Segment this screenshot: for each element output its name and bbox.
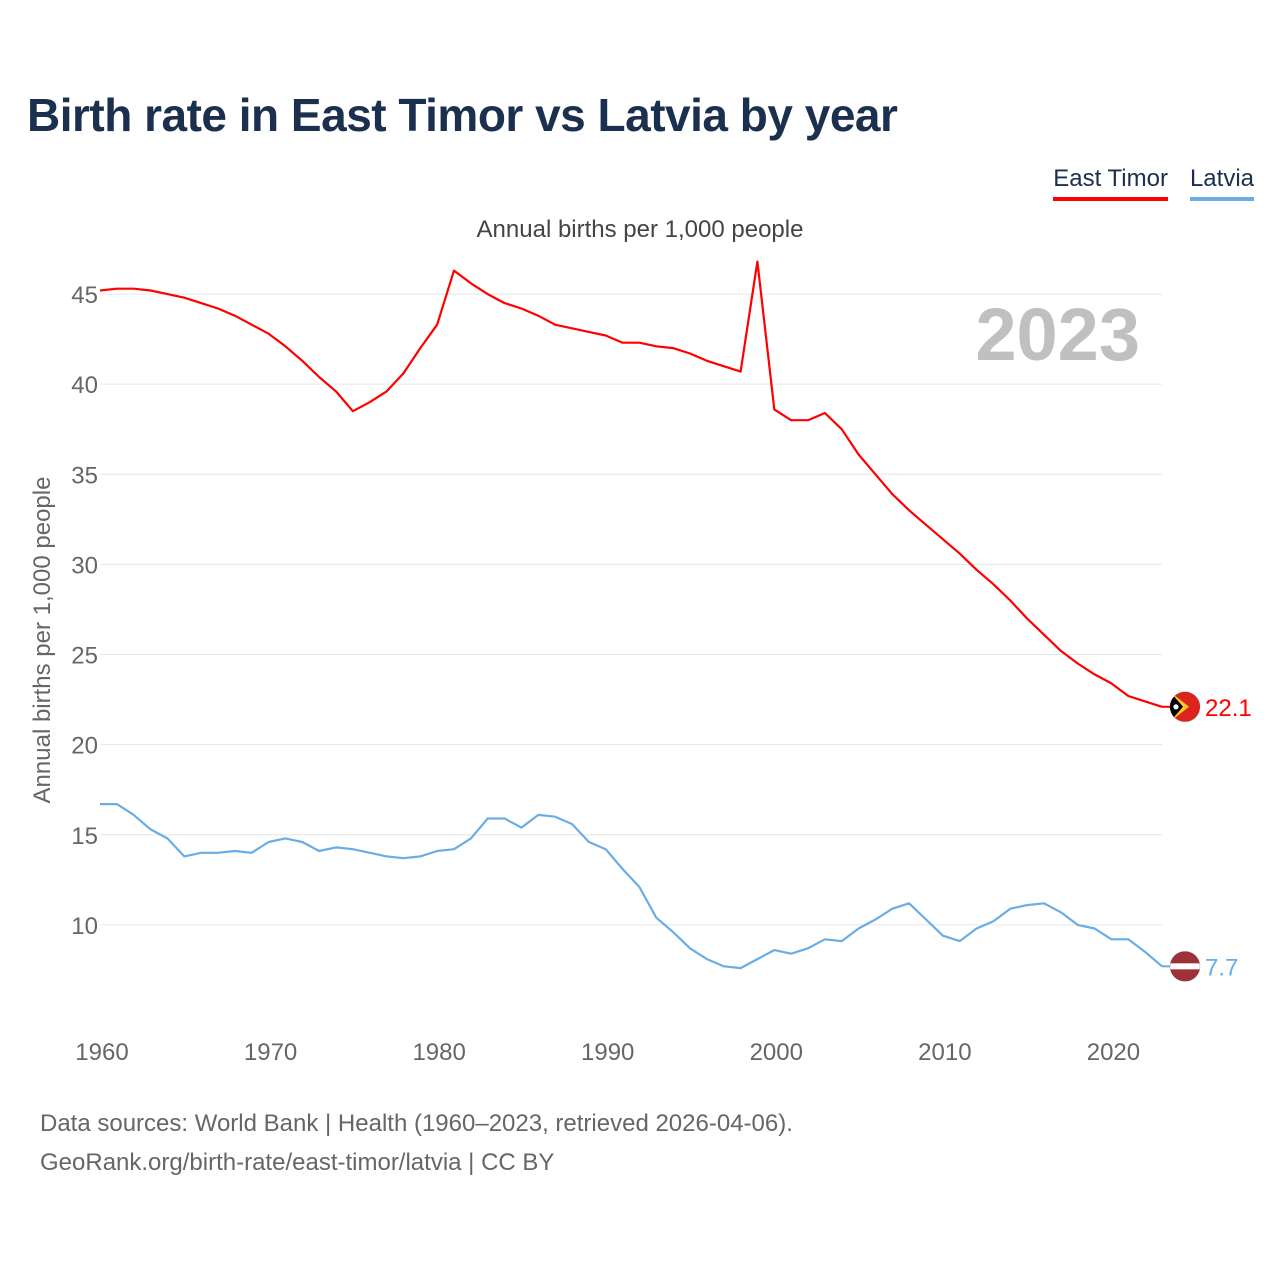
series-line-latvia[interactable] [100,802,1163,970]
flag-icon-latvia [1169,950,1201,982]
y-axis-label: Annual births per 1,000 people [29,477,56,804]
y-tick-labels: 10 15 20 25 30 35 40 45 [71,282,98,940]
y-tick-label: 20 [71,733,98,760]
x-tick-labels: 1960 1970 1980 1990 2000 2010 2020 [75,1039,1140,1066]
footer: Data sources: World Bank | Health (1960–… [40,1104,793,1182]
y-tick-label: 30 [71,552,98,579]
end-value-label-east-timor: 22.1 [1205,695,1252,722]
x-tick-label: 1960 [75,1039,128,1066]
x-tick-label: 1990 [581,1039,634,1066]
footer-sources: Data sources: World Bank | Health (1960–… [40,1110,793,1137]
legend-item-latvia[interactable]: Latvia [1189,164,1254,201]
legend-item-east-timor[interactable]: East Timor [1053,164,1168,201]
end-value-label-latvia: 7.7 [1205,954,1238,981]
chart-title: Birth rate in East Timor vs Latvia by ye… [27,89,898,141]
x-tick-label: 1980 [412,1039,465,1066]
y-tick-label: 35 [71,462,98,489]
series-line-east-timor[interactable] [99,260,1163,708]
legend: East Timor Latvia [1053,164,1254,201]
x-tick-label: 1970 [244,1039,297,1066]
y-tick-label: 40 [71,372,98,399]
x-tick-label: 2020 [1087,1039,1140,1066]
flag-icon-east-timor [1169,691,1201,723]
y-tick-label: 10 [71,913,98,940]
x-tick-label: 2000 [750,1039,803,1066]
y-tick-label: 45 [71,282,98,309]
chart-subtitle: Annual births per 1,000 people [476,216,804,243]
year-watermark: 2023 [975,293,1140,376]
x-tick-label: 2010 [918,1039,971,1066]
y-tick-label: 25 [71,643,98,670]
grid-lines [100,293,1162,926]
y-tick-label: 15 [71,823,98,850]
series-endpoints: 22.1 7.7 [1162,691,1252,982]
series-lines [99,260,1163,970]
footer-attribution[interactable]: GeoRank.org/birth-rate/east-timor/latvia… [40,1149,555,1176]
